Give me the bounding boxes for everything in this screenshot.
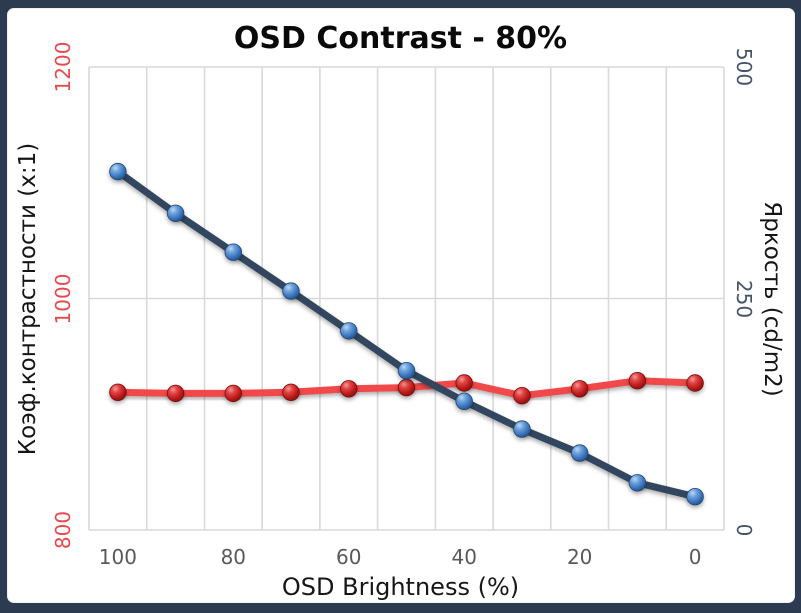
series-markers-0: [109, 372, 704, 405]
right-tick-label: 500: [732, 47, 756, 87]
x-tick-label: 80: [220, 545, 247, 569]
left-tick-label: 800: [51, 510, 75, 550]
left-axis-title: Коэф.контрастности (x:1): [15, 142, 41, 456]
x-tick-label: 0: [688, 545, 702, 569]
gridlines: [88, 66, 725, 531]
x-tick-label: 40: [451, 545, 477, 569]
chart-panel: [7, 8, 795, 603]
right-tick-label: 0: [732, 523, 756, 537]
series-markers-1: [109, 162, 704, 506]
left-tick-label: 1000: [51, 273, 75, 324]
x-tick-label: 60: [336, 545, 362, 569]
x-axis-title: OSD Brightness (%): [281, 573, 520, 601]
x-tick-label: 100: [98, 545, 137, 569]
chart-title: OSD Contrast - 80%: [233, 21, 568, 56]
right-axis-title: Яркость (cd/m2): [759, 201, 785, 397]
right-tick-label: 250: [732, 279, 756, 318]
x-tick-label: 20: [566, 545, 593, 569]
left-tick-label: 1200: [51, 41, 75, 93]
